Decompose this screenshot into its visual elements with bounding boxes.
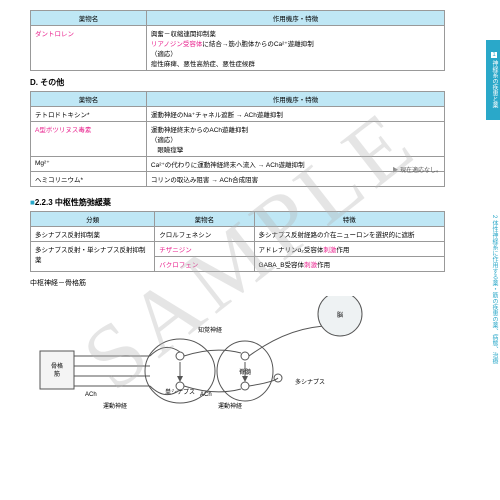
cat: 多シナプス反射・単シナプス反射抑制薬 [31,242,155,272]
svg-text:運動神経: 運動神経 [218,402,242,410]
drug-baclofen: バクロフェン [155,257,254,272]
mech-dantrolene: 興奮－収縮連関抑制薬 リアノジン受容体に結合→筋小胞体からのCa²⁺遊離抑制 （… [146,26,444,71]
feat: アドレナリンα₂受容体刺激作用 [254,242,444,257]
section-223: ■2.2.3 中枢性筋弛緩薬 [30,197,445,208]
diagram: 骨格 筋 ACh ACh 単シナプス 脊髄 多シナプス [30,296,445,426]
table-c: 薬物名 作用機序・特徴 ダントロレン 興奮－収縮連関抑制薬 リアノジン受容体に結… [30,10,445,71]
feat: GABA_B受容体刺激作用 [254,257,444,272]
th-mech: 作用機序・特徴 [146,11,444,26]
mech: 運動神経のNa⁺チャネル遮断 → ACh遊離抑制 [146,107,444,122]
drug-hemicholinium: ヘミコリニウム* [31,172,147,187]
drug-tizanidine: チザニジン [155,242,254,257]
mech: 運動神経終末からのACh遊離抑制 （適応） 眼瞼痙攣 [146,122,444,157]
svg-text:筋: 筋 [54,370,60,378]
tab-section-2: 2 体性神経系に作用する薬・筋の疾患の薬、病態、治療 [486,190,500,390]
tab-chapter-1: 1神経系の疾患と薬 [486,40,500,120]
th: 作用機序・特徴 [146,92,444,107]
svg-text:脳: 脳 [337,311,343,319]
drug: クロルフェネシン [155,227,254,242]
margin-note: 現在適応なし。 [392,165,442,174]
th: 特徴 [254,212,444,227]
th: 分類 [31,212,155,227]
section-d-label: D. その他 [30,77,445,88]
th: 薬物名 [155,212,254,227]
table-223: 分類 薬物名 特徴 多シナプス反射抑制薬 クロルフェネシン 多シナプス反射経路の… [30,211,445,272]
side-tabs: 1神経系の疾患と薬 2 体性神経系に作用する薬・筋の疾患の薬、病態、治療 [480,0,500,500]
svg-text:知覚神経: 知覚神経 [198,326,222,334]
table-d: 薬物名 作用機序・特徴 テトロドトキシン* 運動神経のNa⁺チャネル遮断 → A… [30,91,445,187]
th-drug: 薬物名 [31,11,147,26]
drug-dantrolene: ダントロレン [31,26,147,71]
drug-botulinum: A型ボツリヌス毒素 [31,122,147,157]
svg-text:骨格: 骨格 [51,362,63,370]
diagram-title: 中枢神経－骨格筋 [30,278,445,288]
svg-text:多シナプス: 多シナプス [295,378,325,386]
feat: 多シナプス反射経路の介在ニューロンを選択的に遮断 [254,227,444,242]
th: 薬物名 [31,92,147,107]
svg-text:ACh: ACh [85,392,97,398]
drug-ttx: テトロドトキシン* [31,107,147,122]
cat: 多シナプス反射抑制薬 [31,227,155,242]
drug-mg: Mg²⁺ [31,157,147,172]
svg-text:運動神経: 運動神経 [103,402,127,410]
